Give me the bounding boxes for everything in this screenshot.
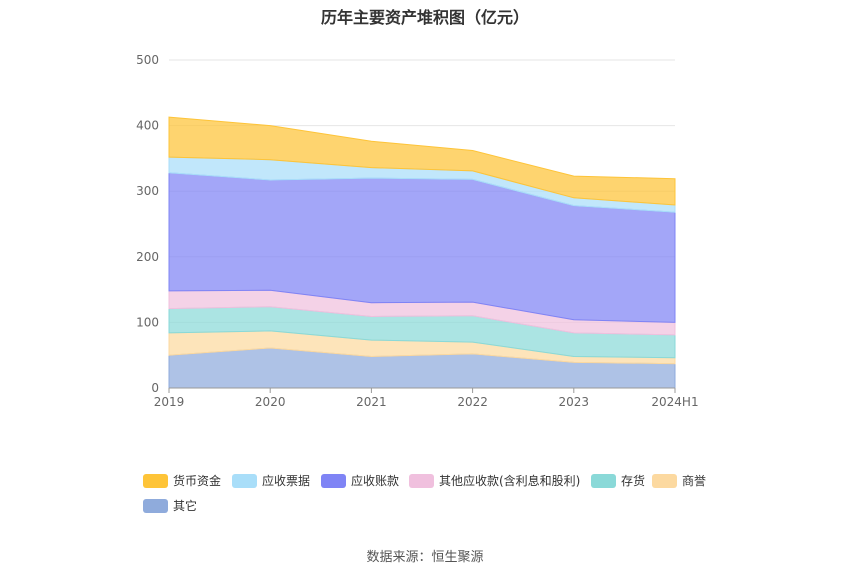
legend-label: 应收票据: [262, 474, 311, 488]
legend-label: 商誉: [682, 474, 707, 488]
axes: 0 100 200 300 400 500 2019 2020 2021 2022 2023 2024…: [136, 53, 699, 409]
data-source-note: 数据来源：恒生聚源: [366, 550, 484, 565]
legend-swatch: [591, 473, 616, 488]
y-tick-label: 500: [136, 53, 159, 67]
area-series-货币资金: [168, 116, 676, 206]
legend-item[interactable]: 商誉: [652, 472, 706, 489]
y-tick-label: 400: [136, 119, 159, 133]
y-tick-label: 0: [151, 381, 159, 395]
y-tick-label: 300: [136, 184, 159, 198]
y-tick-label: 200: [136, 250, 159, 264]
x-tick-label: 2023: [559, 395, 590, 409]
legend-label: 货币资金: [173, 474, 222, 488]
x-tick-label: 2020: [255, 395, 286, 409]
legend-item[interactable]: 其它: [143, 497, 197, 514]
legend-swatch: [143, 473, 168, 488]
legend-swatch: [232, 473, 257, 488]
legend-swatch: [143, 498, 168, 513]
x-tick-label: 2021: [356, 395, 387, 409]
legend-label: 其它: [173, 499, 198, 513]
x-tick-label: 2019: [154, 395, 185, 409]
legend-item[interactable]: 其他应收款(含利息和股利): [409, 472, 580, 489]
legend-label: 其他应收款(含利息和股利): [439, 474, 581, 488]
legend-item[interactable]: 货币资金: [143, 472, 221, 489]
legend-item[interactable]: 存货: [591, 472, 645, 489]
x-tick-label: 2024H1: [651, 395, 698, 409]
chart-title: 历年主要资产堆积图（亿元）: [320, 8, 529, 27]
legend-swatch: [321, 473, 346, 488]
legend-swatch: [652, 473, 677, 488]
legend-swatch: [409, 473, 434, 488]
legend-label: 存货: [621, 474, 646, 488]
x-tick-label: 2022: [457, 395, 488, 409]
legend-item[interactable]: 应收票据: [232, 472, 310, 489]
y-tick-label: 100: [136, 315, 159, 329]
area-series: [168, 116, 676, 389]
legend-item[interactable]: 应收账款: [321, 472, 399, 489]
legend-label: 应收账款: [351, 474, 400, 488]
